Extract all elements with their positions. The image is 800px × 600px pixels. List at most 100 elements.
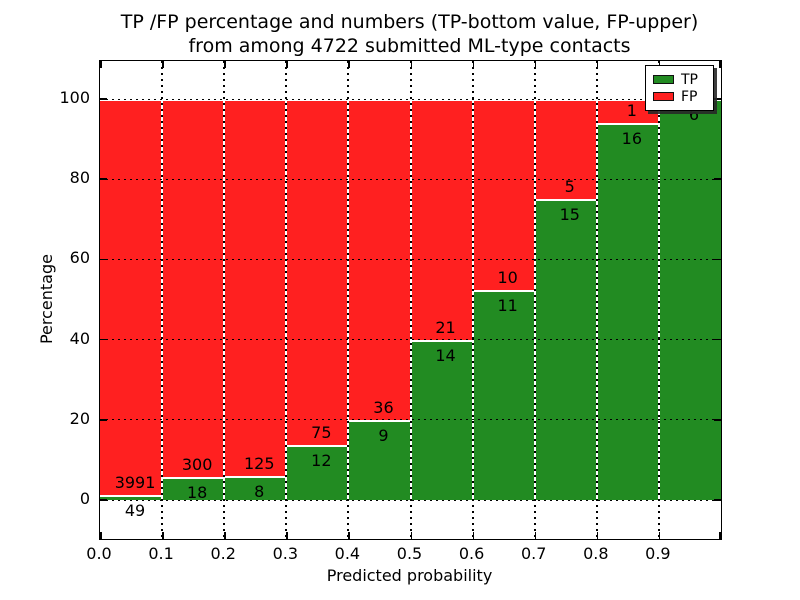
- x-axis-label: Predicted probability: [326, 566, 493, 585]
- bar-segment-fp: [224, 99, 287, 476]
- y-axis-label: Percentage: [37, 254, 56, 345]
- tick-mark: [714, 258, 721, 261]
- tick-mark: [719, 61, 721, 68]
- tick-mark: [286, 532, 288, 539]
- tp-count-label: 6: [688, 105, 700, 124]
- fp-count-label: 125: [243, 453, 275, 473]
- chart-title-line2: from among 4722 submitted ML-type contac…: [188, 35, 631, 57]
- bar-segment-fp: [410, 99, 473, 340]
- h-gridline: [100, 178, 721, 180]
- bar-segment-tp: [162, 477, 225, 500]
- tick-mark: [410, 532, 413, 539]
- bar-segment-tp: [286, 444, 349, 500]
- tick-mark: [100, 499, 107, 501]
- tick-mark: [224, 532, 226, 539]
- x-tick-label: 0.5: [396, 544, 423, 563]
- tick-mark: [714, 338, 721, 341]
- tp-count-label: 15: [559, 205, 580, 225]
- x-tick-label: 0.6: [458, 544, 485, 563]
- tick-mark: [714, 98, 721, 100]
- tick-mark: [596, 532, 599, 539]
- bar-segment-fp: [162, 99, 225, 478]
- tick-mark: [658, 61, 661, 68]
- fp-count-label: 10: [497, 267, 518, 287]
- legend: TP FP: [645, 65, 714, 111]
- v-gridline: [161, 61, 164, 539]
- bar-segment-tp: [534, 199, 597, 500]
- tick-mark: [348, 61, 350, 68]
- tick-mark: [472, 61, 475, 68]
- fp-count-label: 300: [181, 455, 213, 475]
- tick-mark: [719, 532, 721, 539]
- y-tick-label: 80: [69, 168, 90, 188]
- legend-label-tp: TP: [681, 71, 698, 88]
- tick-mark: [286, 61, 288, 68]
- bar-segment-tp: [472, 289, 535, 500]
- y-tick-label: 40: [69, 328, 90, 348]
- tick-mark: [534, 532, 537, 539]
- tp-swatch-icon: [653, 75, 674, 84]
- x-tick-label: 0.8: [583, 544, 609, 563]
- tick-mark: [472, 532, 475, 539]
- tick-mark: [410, 61, 413, 68]
- tp-count-label: 14: [435, 345, 456, 365]
- tick-mark: [100, 98, 107, 100]
- y-tick-label: 60: [69, 248, 90, 268]
- tick-mark: [658, 532, 661, 539]
- v-gridline: [657, 61, 660, 539]
- x-tick-label: 0.1: [148, 544, 174, 563]
- fp-count-label: 36: [373, 397, 394, 417]
- fp-count-label: 3991: [114, 473, 156, 493]
- x-tick-label: 0.4: [334, 544, 361, 563]
- x-tick-label: 0.3: [272, 544, 299, 563]
- tp-count-label: 18: [186, 483, 208, 503]
- x-tick-label: 0.9: [645, 544, 671, 563]
- legend-item-fp: FP: [653, 88, 706, 105]
- tick-mark: [348, 532, 350, 539]
- y-tick-label: 0: [79, 489, 90, 508]
- v-gridline: [409, 61, 412, 539]
- x-tick-label: 0.0: [86, 544, 112, 563]
- bar-segment-tp: [100, 495, 163, 500]
- fp-count-label: 5: [564, 177, 575, 197]
- chart-title-line1: TP /FP percentage and numbers (TP-bottom…: [120, 11, 699, 33]
- tick-mark: [100, 419, 107, 421]
- tp-count-label: 9: [378, 425, 389, 445]
- h-gridline: [100, 339, 721, 341]
- bar-segment-tp: [348, 419, 411, 500]
- fp-count-label: 1: [626, 100, 637, 120]
- tp-count-label: 49: [124, 501, 146, 521]
- tick-mark: [714, 178, 721, 180]
- tp-count-label: 8: [254, 481, 265, 501]
- bar-segment-fp: [100, 99, 163, 496]
- tick-mark: [224, 61, 226, 68]
- bar-segment-tp: [658, 99, 721, 500]
- bar-segment-fp: [596, 99, 659, 123]
- tp-count-label: 16: [621, 128, 643, 148]
- fp-swatch-icon: [653, 92, 674, 101]
- h-gridline: [100, 419, 721, 421]
- fp-count-label: 75: [311, 422, 332, 442]
- tick-mark: [162, 61, 164, 68]
- h-gridline: [100, 499, 721, 501]
- tick-mark: [100, 61, 102, 68]
- bar-segment-fp: [534, 99, 597, 200]
- tp-count-label: 11: [497, 295, 518, 315]
- tick-mark: [162, 532, 164, 539]
- chart-title: TP /FP percentage and numbers (TP-bottom…: [99, 10, 720, 58]
- fp-count-label: 21: [435, 317, 456, 337]
- bar-segment-tp: [224, 475, 287, 500]
- h-gridline: [100, 258, 721, 260]
- plot-area: 39914930018125875123692114101151511606: [99, 60, 722, 540]
- v-gridline: [347, 61, 350, 539]
- bar-segment-tp: [596, 122, 659, 500]
- bar-segment-fp: [286, 99, 349, 445]
- y-tick-label: 100: [59, 88, 90, 107]
- x-tick-label: 0.2: [210, 544, 236, 563]
- tick-mark: [596, 61, 599, 68]
- tick-mark: [534, 61, 537, 68]
- tp-count-label: 12: [311, 450, 332, 470]
- v-gridline: [223, 61, 226, 539]
- tick-mark: [100, 178, 107, 180]
